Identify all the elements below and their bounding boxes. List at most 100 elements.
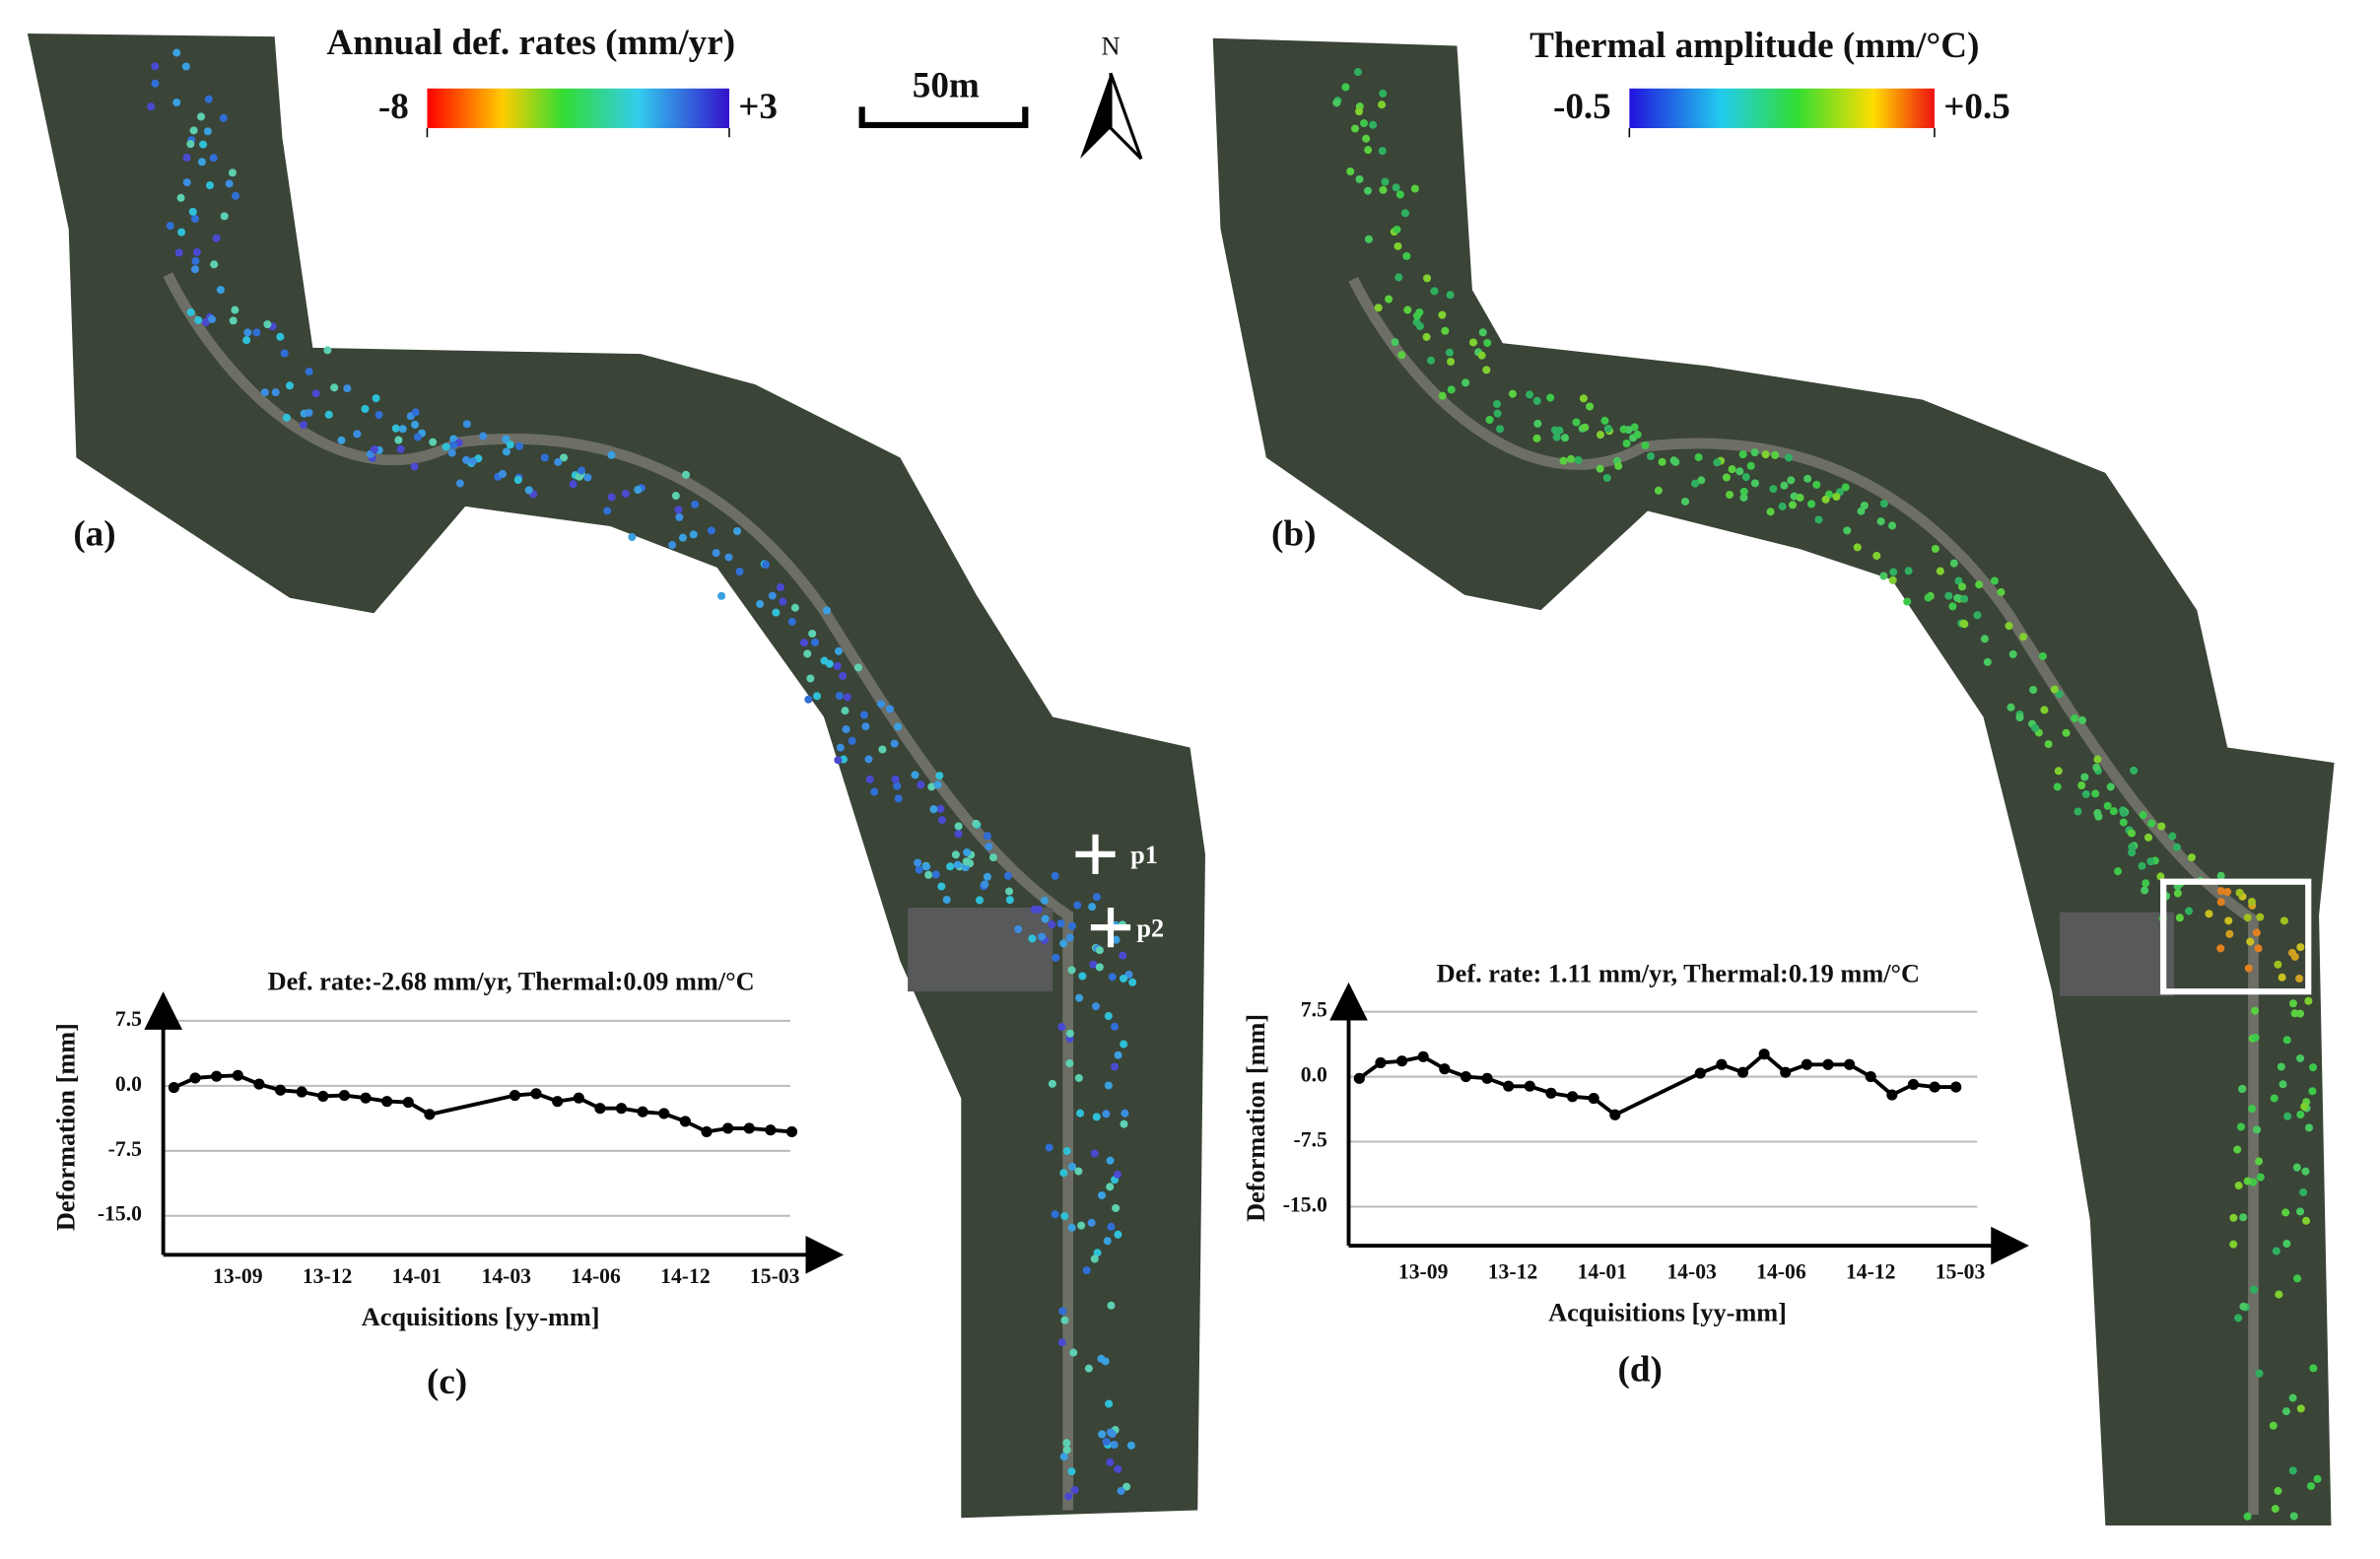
ps-point — [228, 169, 237, 177]
ps-point — [1363, 186, 1373, 195]
ps-point — [1078, 972, 1087, 981]
ps-point — [1091, 1002, 1101, 1011]
ps-point — [1722, 473, 1731, 482]
ps-point — [305, 368, 313, 376]
ps-point — [2239, 1302, 2248, 1311]
ps-point — [1346, 167, 1355, 176]
ps-point — [2234, 1314, 2243, 1322]
ps-point — [717, 591, 726, 600]
data-point — [594, 1103, 606, 1115]
data-point — [317, 1090, 329, 1102]
ps-point — [1532, 396, 1541, 405]
ps-point — [772, 608, 781, 617]
ps-point — [181, 62, 190, 71]
ps-point — [779, 597, 787, 606]
ps-point — [229, 316, 238, 325]
x-tick-label: 14-01 — [1578, 1260, 1628, 1284]
ps-point — [1104, 1081, 1113, 1090]
x-tick-label: 13-09 — [1398, 1260, 1449, 1284]
ps-point — [735, 567, 744, 576]
data-point — [743, 1122, 755, 1134]
ps-point — [1098, 1430, 1107, 1439]
ps-point — [1402, 251, 1411, 260]
ps-point — [151, 62, 160, 71]
ps-point — [1430, 287, 1439, 296]
ps-point — [2296, 1404, 2305, 1413]
ps-point — [933, 780, 942, 789]
ps-point — [280, 349, 289, 358]
chart-title: Def. rate: 1.11 mm/yr, Thermal:0.19 mm/°… — [1437, 960, 1920, 988]
ps-point — [1654, 486, 1663, 495]
ps-point — [2216, 898, 2225, 907]
ps-point — [186, 140, 195, 149]
ps-point — [1496, 425, 1505, 434]
ps-point — [1045, 1143, 1054, 1152]
ps-point — [911, 771, 919, 780]
ps-point — [285, 381, 295, 390]
ps-point — [1603, 424, 1612, 433]
ps-point — [1814, 515, 1823, 524]
ps-point — [1062, 1147, 1071, 1156]
ps-point — [2313, 1474, 2322, 1483]
ps-point — [182, 153, 191, 162]
ps-point — [607, 493, 616, 502]
ps-point — [2281, 1208, 2290, 1217]
ps-point — [2288, 1393, 2297, 1402]
ps-point — [1040, 896, 1049, 905]
ps-point — [2283, 1112, 2292, 1120]
ps-point — [2253, 1125, 2262, 1134]
ps-point — [1014, 924, 1023, 933]
ps-point — [1374, 304, 1383, 312]
ps-point — [1477, 351, 1486, 360]
ps-point — [2279, 916, 2288, 925]
ps-point — [983, 872, 991, 881]
x-tick-label: 13-09 — [213, 1264, 263, 1288]
ps-point — [1468, 338, 1478, 347]
data-point — [1353, 1072, 1365, 1084]
point-label: p1 — [1130, 841, 1158, 869]
ps-point — [2234, 1182, 2243, 1190]
ps-point — [1403, 305, 1412, 314]
ps-point — [2142, 879, 2150, 888]
ps-point — [1508, 389, 1517, 398]
ps-point — [2281, 1407, 2290, 1416]
ps-point — [370, 445, 378, 454]
ps-point — [2093, 809, 2102, 818]
data-point — [573, 1092, 584, 1104]
colorbar-min: -0.5 — [1553, 87, 1611, 127]
ps-point — [1048, 920, 1056, 929]
ps-point — [1581, 423, 1590, 432]
ps-point — [1788, 501, 1798, 509]
data-point — [253, 1078, 265, 1090]
ps-point — [1048, 1079, 1056, 1088]
data-point — [1950, 1081, 1962, 1093]
data-point — [232, 1069, 243, 1081]
ps-point — [675, 512, 684, 521]
ps-point — [1394, 273, 1403, 282]
ps-point — [2119, 808, 2128, 817]
ps-point — [2044, 740, 2053, 749]
ps-point — [398, 425, 407, 434]
ps-point — [2015, 713, 2024, 722]
x-tick-label: 14-12 — [660, 1264, 711, 1288]
data-point — [1503, 1080, 1515, 1092]
colorbar-title: Annual def. rates (mm/yr) — [326, 23, 735, 63]
data-point — [1865, 1070, 1876, 1083]
ps-point — [2296, 1053, 2305, 1062]
ps-point — [524, 486, 533, 495]
ps-point — [1106, 1183, 1115, 1191]
ps-point — [671, 492, 680, 501]
ps-point — [502, 435, 510, 443]
ps-point — [1790, 492, 1799, 501]
x-tick-label: 14-06 — [571, 1264, 621, 1288]
ps-point — [1082, 1266, 1091, 1275]
ps-point — [1843, 526, 1852, 535]
ps-point — [1888, 576, 1897, 584]
ps-point — [1092, 893, 1101, 902]
ps-point — [927, 782, 936, 791]
ps-point — [2062, 728, 2071, 737]
ps-point — [1482, 366, 1491, 374]
ps-point — [812, 692, 822, 701]
ps-point — [1438, 310, 1447, 319]
data-point — [765, 1124, 777, 1136]
